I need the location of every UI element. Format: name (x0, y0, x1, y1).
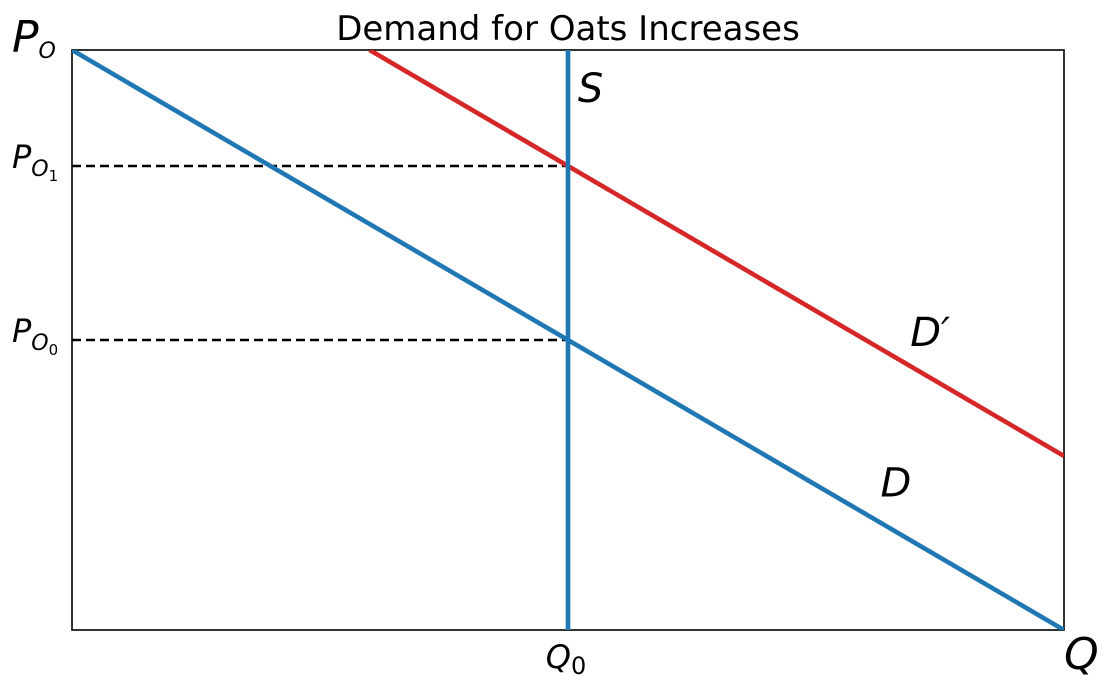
chart-title: Demand for Oats Increases (336, 9, 800, 49)
y-tick-label-1: PO1 (12, 138, 58, 185)
curve-label-s: S (578, 66, 603, 112)
tick-labels: PO1 PO0 Q0 (12, 138, 586, 680)
series-layer (72, 50, 1064, 630)
y-tick-label-2: PO0 (12, 312, 58, 359)
x-tick-label-1: Q0 (546, 638, 586, 680)
curve-labels: S D′ D (578, 66, 950, 506)
curve-label-d-prime: D′ (910, 310, 950, 356)
x-axis-label: Q (1064, 629, 1099, 680)
reference-lines (72, 164, 568, 342)
y-axis-label: PO (12, 12, 56, 64)
curve-label-d: D (880, 461, 911, 507)
demand-curve-d-prime (368, 50, 1064, 458)
